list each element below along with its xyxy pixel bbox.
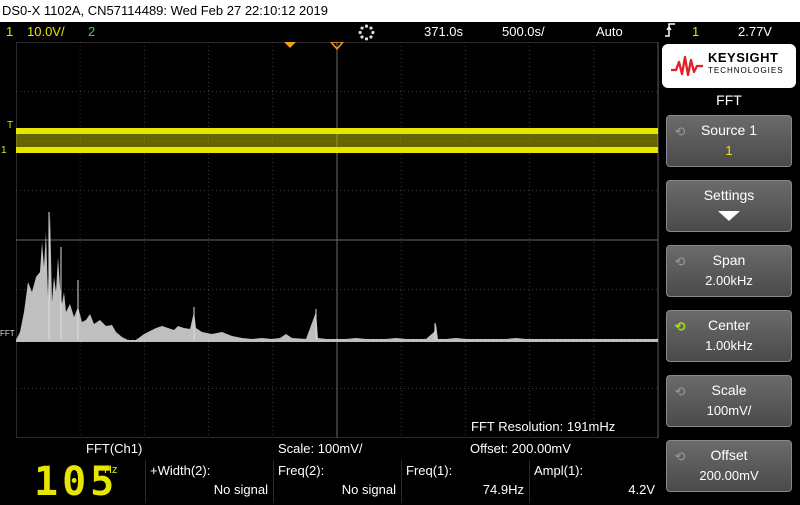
- softkey-label: Source 1: [700, 122, 758, 138]
- fft-source-label[interactable]: FFT(Ch1): [86, 441, 143, 456]
- measurement-bar: 105 Hz +Width(2): No signal Freq(2): No …: [0, 460, 660, 503]
- measurement-label: +Width(2):: [150, 463, 210, 478]
- logo-subtitle: TECHNOLOGIES: [708, 66, 784, 75]
- softkey-center[interactable]: ⟲ Center 1.00kHz: [666, 310, 792, 362]
- time-position[interactable]: 371.0s: [424, 24, 464, 39]
- measurement-freq1[interactable]: Freq(1): 74.9Hz: [401, 460, 530, 503]
- softkey-value: 100mV/: [706, 403, 752, 418]
- time-scale[interactable]: 500.0s/: [502, 24, 545, 39]
- counter-unit: Hz: [104, 464, 118, 476]
- entry-knob-icon: ⟲: [674, 384, 686, 399]
- measurement-freq2[interactable]: Freq(2): No signal: [273, 460, 402, 503]
- entry-knob-icon: ⟲: [674, 124, 686, 139]
- logo-brand: KEYSIGHT: [708, 50, 779, 65]
- window-title: DS0-X 1102A, CN57114489: Wed Feb 27 22:1…: [0, 0, 800, 22]
- softkey-scale[interactable]: ⟲ Scale 100mV/: [666, 375, 792, 427]
- time-reference-marker[interactable]: [329, 41, 345, 51]
- softkey-label: Span: [712, 252, 746, 268]
- softkey-settings[interactable]: Settings: [666, 180, 792, 232]
- softkey-value: 1.00kHz: [705, 338, 753, 353]
- fft-marker[interactable]: FFT: [0, 329, 15, 338]
- waveform-graticule: [15, 41, 659, 439]
- measurement-value: No signal: [341, 482, 396, 497]
- ch2-indicator[interactable]: 2: [88, 24, 96, 39]
- softkey-source[interactable]: ⟲ Source 1 1: [666, 115, 792, 167]
- counter-value: 105: [34, 459, 119, 505]
- measurement-ampl1[interactable]: Ampl(1): 4.2V: [529, 460, 661, 503]
- menu-title: FFT: [716, 92, 742, 108]
- entry-knob-active-icon: ⟲: [674, 319, 686, 334]
- fft-scale-label[interactable]: Scale: 100mV/: [278, 441, 363, 456]
- measurement-label-text: +Width(2):: [150, 463, 211, 478]
- waveform-display[interactable]: [15, 41, 659, 439]
- ch1-indicator[interactable]: 1: [6, 24, 14, 39]
- softkey-label: Settings: [703, 187, 755, 203]
- ch1-ground-marker[interactable]: 1: [1, 145, 7, 156]
- measurement-label: Ampl(1):: [534, 463, 584, 478]
- softkey-value: 2.00kHz: [705, 273, 753, 288]
- trigger-mode[interactable]: Auto: [596, 24, 623, 39]
- entry-knob-icon: ⟲: [674, 254, 686, 269]
- softkey-label: Center: [707, 317, 751, 333]
- fft-offset-label[interactable]: Offset: 200.00mV: [470, 441, 571, 456]
- trigger-source[interactable]: 1: [692, 24, 700, 39]
- softkey-label: Scale: [711, 382, 747, 398]
- softkey-label: Offset: [710, 447, 748, 463]
- trigger-level-marker[interactable]: T: [7, 120, 14, 131]
- fft-trace: [16, 212, 658, 342]
- softkey-span[interactable]: ⟲ Span 2.00kHz: [666, 245, 792, 297]
- keysight-wave-icon: [671, 55, 703, 77]
- acquisition-run-icon: [358, 24, 375, 47]
- measurement-value: 4.2V: [628, 482, 655, 497]
- measurement-label: Freq(2):: [278, 463, 325, 478]
- softkey-offset[interactable]: ⟲ Offset 200.00mV: [666, 440, 792, 492]
- frequency-counter[interactable]: 105 Hz: [0, 460, 145, 503]
- trigger-edge-icon: [664, 22, 676, 44]
- entry-knob-icon: ⟲: [674, 449, 686, 464]
- trigger-position-marker[interactable]: [284, 42, 296, 48]
- softkey-value: 200.00mV: [699, 468, 759, 483]
- ch1-scale[interactable]: 10.0V/: [27, 24, 65, 39]
- measurement-label: Freq(1):: [406, 463, 453, 478]
- fft-resolution: FFT Resolution: 191mHz: [471, 419, 616, 434]
- measurement-value: 74.9Hz: [482, 482, 524, 497]
- status-bar: 1 10.0V/ 2 371.0s 500.0s/ Auto 1 2.77V: [0, 22, 800, 42]
- softkey-value: 1: [725, 143, 733, 158]
- fft-info-row: FFT(Ch1) Scale: 100mV/ Offset: 200.00mV: [0, 438, 660, 460]
- left-margin: T 1 FFT: [0, 42, 16, 438]
- measurement-width2[interactable]: +Width(2): No signal: [145, 460, 274, 503]
- measurement-value: No signal: [213, 482, 268, 497]
- ch1-trace: [16, 128, 658, 153]
- trigger-level[interactable]: 2.77V: [738, 24, 772, 39]
- submenu-arrow-icon: [718, 211, 740, 221]
- keysight-logo: KEYSIGHT TECHNOLOGIES: [662, 44, 796, 88]
